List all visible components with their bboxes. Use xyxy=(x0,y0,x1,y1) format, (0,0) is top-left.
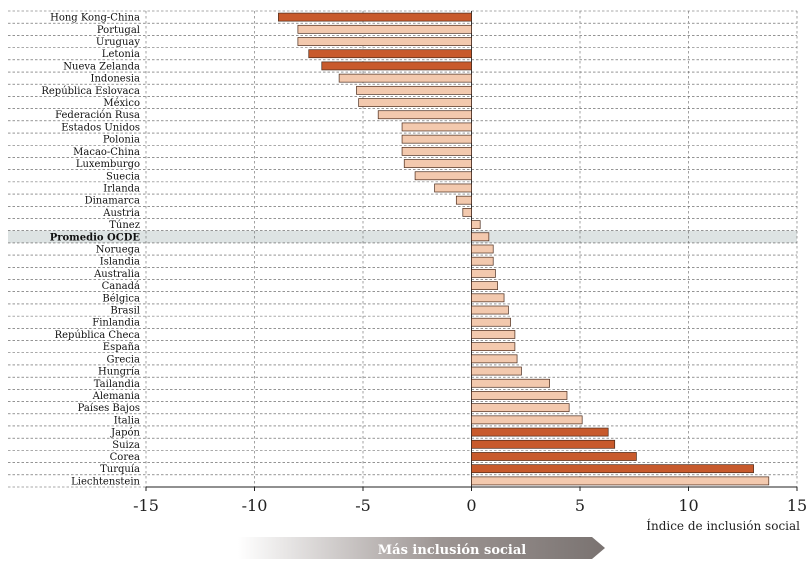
bar xyxy=(471,256,494,266)
category-label: República Eslovaca xyxy=(41,86,140,97)
bar xyxy=(471,415,583,425)
category-label: Suecia xyxy=(106,171,140,182)
category-label: Alemania xyxy=(92,391,140,402)
bar xyxy=(321,61,472,71)
category-label: Estados Unidos xyxy=(61,122,140,133)
bar xyxy=(455,195,472,205)
bar xyxy=(403,159,472,168)
x-tick-label: 10 xyxy=(678,496,698,515)
bar xyxy=(471,403,570,413)
x-axis: -15 -10 -5 0 5 10 15 xyxy=(133,486,807,515)
bar xyxy=(358,98,472,107)
bar xyxy=(471,378,550,388)
reference-band-row xyxy=(8,230,797,243)
bars xyxy=(278,12,770,486)
grid xyxy=(8,10,798,488)
bar xyxy=(471,220,481,229)
arrow-shape xyxy=(238,537,605,559)
category-label: Japón xyxy=(110,428,140,439)
bar xyxy=(471,476,770,486)
category-labels: Hong Kong-ChinaPortugalUruguayLetoniaNue… xyxy=(41,13,140,488)
bar xyxy=(401,146,472,156)
category-label: Promedio OCDE xyxy=(50,232,141,243)
category-label: Indonesia xyxy=(91,74,141,85)
category-label: Hungría xyxy=(98,367,140,378)
bar xyxy=(297,37,472,46)
category-label: Túnez xyxy=(109,220,140,231)
category-label: Letonia xyxy=(102,49,140,60)
bar xyxy=(471,366,522,376)
arrow-label: Más inclusión social xyxy=(378,543,527,558)
bar xyxy=(434,183,472,193)
category-label: Noruega xyxy=(96,245,140,256)
bar xyxy=(401,134,472,144)
bar xyxy=(278,12,472,22)
bar xyxy=(471,464,754,474)
category-label: República Checa xyxy=(55,330,140,341)
category-label: Brasil xyxy=(110,306,140,317)
x-tick-label: 0 xyxy=(466,496,476,515)
bar xyxy=(356,85,472,95)
category-label: Australia xyxy=(93,269,140,280)
category-label: Países Bajos xyxy=(78,403,140,414)
category-label: Grecia xyxy=(107,354,140,365)
x-tick-label: -10 xyxy=(242,496,268,515)
category-label: Corea xyxy=(110,452,140,463)
x-tick-label: 15 xyxy=(787,496,807,515)
category-label: Finlandia xyxy=(92,318,140,329)
bar xyxy=(471,305,509,315)
category-label: Polonia xyxy=(103,135,140,146)
x-tick-label: -5 xyxy=(355,496,371,515)
bar xyxy=(471,354,518,364)
bar xyxy=(414,171,472,181)
bar xyxy=(471,281,498,290)
bar xyxy=(462,208,472,217)
bar xyxy=(471,232,490,242)
category-label: Macao-China xyxy=(73,147,140,158)
bar xyxy=(308,49,472,59)
reference-band xyxy=(8,230,797,243)
x-tick-label: 5 xyxy=(575,496,585,515)
bar xyxy=(471,293,505,303)
category-label: Hong Kong-China xyxy=(50,13,140,24)
category-label: Canadá xyxy=(102,281,140,292)
x-tick-label: -15 xyxy=(133,496,159,515)
bar xyxy=(471,452,637,461)
category-label: Austria xyxy=(102,208,140,219)
category-label: Portugal xyxy=(97,25,140,36)
category-label: Turquía xyxy=(100,464,140,475)
bar xyxy=(471,244,494,254)
bar xyxy=(471,330,516,339)
x-axis-title: Índice de inclusión social xyxy=(646,518,800,533)
category-label: Liechtenstein xyxy=(71,476,140,487)
bar xyxy=(471,391,568,400)
category-label: Nueva Zelanda xyxy=(63,61,140,72)
bar xyxy=(471,269,496,278)
category-label: España xyxy=(103,342,140,353)
category-label: Tailandia xyxy=(94,379,140,390)
category-label: México xyxy=(103,98,140,109)
category-label: Luxemburgo xyxy=(76,159,140,170)
bar xyxy=(377,110,472,120)
category-label: Uruguay xyxy=(96,37,140,48)
bar xyxy=(471,439,616,449)
bar xyxy=(471,317,511,327)
category-label: Suiza xyxy=(112,440,140,451)
bar xyxy=(338,73,472,83)
category-label: Bélgica xyxy=(102,293,140,304)
inclusion-arrow: Más inclusión social xyxy=(238,537,605,559)
category-label: Federación Rusa xyxy=(55,110,140,121)
category-label: Dinamarca xyxy=(85,196,140,207)
category-label: Irlanda xyxy=(103,183,140,194)
bar xyxy=(471,427,609,437)
category-label: Islandia xyxy=(100,257,140,268)
bar xyxy=(471,342,516,352)
bar xyxy=(297,24,472,34)
category-label: Italia xyxy=(114,415,140,426)
bar xyxy=(401,122,472,132)
